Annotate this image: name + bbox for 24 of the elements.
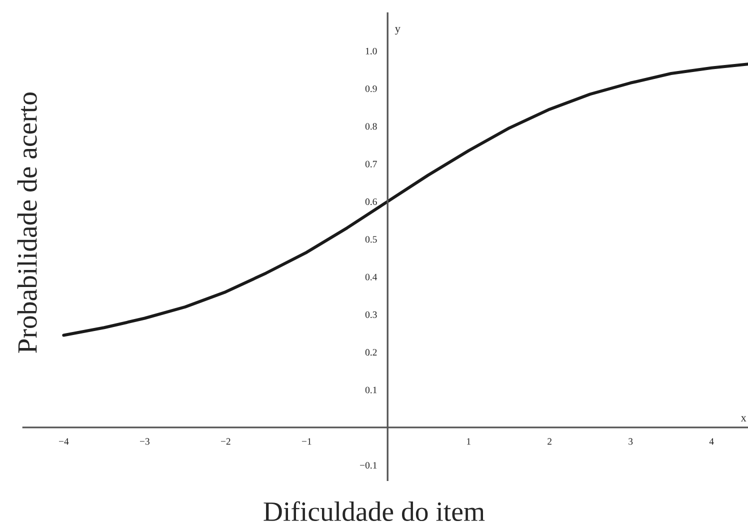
annotation: y <box>395 27 400 35</box>
y-tick-label: 0.6 <box>365 198 377 206</box>
x-tick-label: −2 <box>220 438 230 445</box>
y-tick-label: 0.8 <box>365 123 377 130</box>
y-axis-title: Probabilidade de acerto <box>17 92 37 353</box>
y-tick-label: 0.4 <box>365 274 378 280</box>
x-tick-label: 2 <box>548 438 552 445</box>
y-tick-label: 0.5 <box>365 236 377 243</box>
x-tick-label: 1 <box>467 438 470 445</box>
y-tick-label: 0.9 <box>365 85 377 92</box>
x-axis-title: Dificuldade do item <box>264 501 485 522</box>
x-tick-label: −1 <box>302 438 312 445</box>
x-tick-label: −4 <box>58 438 69 445</box>
y-tick-label: 0.2 <box>365 349 377 356</box>
y-tick-label: 1.0 <box>366 48 377 54</box>
x-tick-label: 4 <box>709 438 714 445</box>
y-tick-label: 0.3 <box>365 311 377 318</box>
line-series <box>62 62 748 337</box>
x-tick-label: −3 <box>140 438 150 445</box>
y-tick-label: 0.1 <box>365 386 377 394</box>
annotation: x <box>740 416 746 422</box>
x-tick-label: 3 <box>628 438 633 445</box>
y-tick-label: 0.7 <box>365 160 377 168</box>
y-tick-label: −0.1 <box>360 462 377 469</box>
